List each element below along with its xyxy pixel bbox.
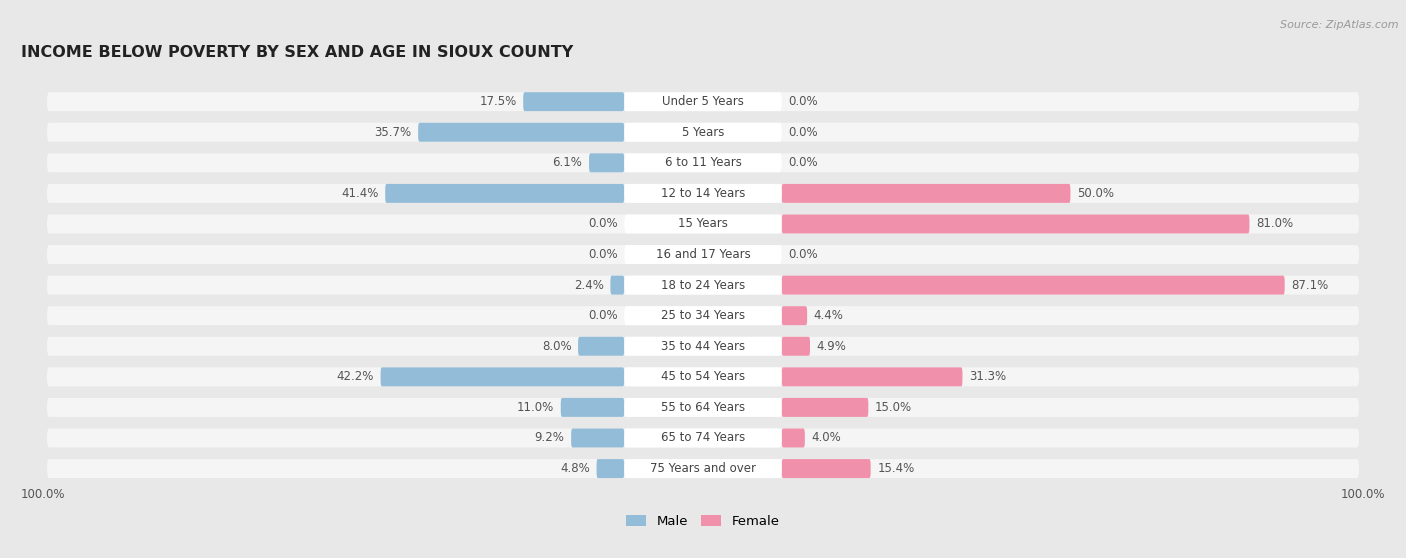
FancyBboxPatch shape	[46, 123, 1360, 142]
Text: 55 to 64 Years: 55 to 64 Years	[661, 401, 745, 414]
FancyBboxPatch shape	[782, 367, 963, 386]
FancyBboxPatch shape	[624, 459, 782, 478]
Text: 6 to 11 Years: 6 to 11 Years	[665, 156, 741, 169]
FancyBboxPatch shape	[385, 184, 624, 203]
Text: 31.3%: 31.3%	[969, 371, 1007, 383]
FancyBboxPatch shape	[624, 184, 782, 203]
FancyBboxPatch shape	[624, 429, 782, 448]
FancyBboxPatch shape	[782, 184, 1070, 203]
Text: 100.0%: 100.0%	[1341, 488, 1385, 501]
Text: 16 and 17 Years: 16 and 17 Years	[655, 248, 751, 261]
Text: 15 Years: 15 Years	[678, 218, 728, 230]
FancyBboxPatch shape	[782, 276, 1285, 295]
Text: 35.7%: 35.7%	[374, 126, 412, 139]
FancyBboxPatch shape	[589, 153, 624, 172]
Text: 87.1%: 87.1%	[1291, 278, 1329, 292]
Text: 11.0%: 11.0%	[517, 401, 554, 414]
FancyBboxPatch shape	[782, 214, 1250, 233]
Text: 35 to 44 Years: 35 to 44 Years	[661, 340, 745, 353]
FancyBboxPatch shape	[46, 184, 1360, 203]
Text: 8.0%: 8.0%	[541, 340, 571, 353]
Text: 9.2%: 9.2%	[534, 431, 565, 445]
FancyBboxPatch shape	[624, 276, 782, 295]
FancyBboxPatch shape	[46, 276, 1360, 295]
Text: 41.4%: 41.4%	[342, 187, 378, 200]
Text: 42.2%: 42.2%	[336, 371, 374, 383]
Text: 0.0%: 0.0%	[588, 309, 617, 322]
Text: 12 to 14 Years: 12 to 14 Years	[661, 187, 745, 200]
Text: Source: ZipAtlas.com: Source: ZipAtlas.com	[1281, 20, 1399, 30]
Text: 4.8%: 4.8%	[560, 462, 591, 475]
Text: 81.0%: 81.0%	[1256, 218, 1294, 230]
Text: 0.0%: 0.0%	[588, 218, 617, 230]
Text: 50.0%: 50.0%	[1077, 187, 1114, 200]
FancyBboxPatch shape	[782, 398, 869, 417]
FancyBboxPatch shape	[782, 459, 870, 478]
FancyBboxPatch shape	[418, 123, 624, 142]
FancyBboxPatch shape	[624, 367, 782, 386]
FancyBboxPatch shape	[610, 276, 624, 295]
FancyBboxPatch shape	[624, 92, 782, 111]
FancyBboxPatch shape	[46, 459, 1360, 478]
Text: 0.0%: 0.0%	[789, 156, 818, 169]
FancyBboxPatch shape	[782, 337, 810, 356]
FancyBboxPatch shape	[624, 214, 782, 233]
FancyBboxPatch shape	[46, 398, 1360, 417]
Text: 15.4%: 15.4%	[877, 462, 914, 475]
FancyBboxPatch shape	[46, 429, 1360, 448]
FancyBboxPatch shape	[46, 306, 1360, 325]
FancyBboxPatch shape	[782, 429, 804, 448]
Text: 4.4%: 4.4%	[814, 309, 844, 322]
FancyBboxPatch shape	[561, 398, 624, 417]
Text: 45 to 54 Years: 45 to 54 Years	[661, 371, 745, 383]
Text: INCOME BELOW POVERTY BY SEX AND AGE IN SIOUX COUNTY: INCOME BELOW POVERTY BY SEX AND AGE IN S…	[21, 45, 572, 60]
FancyBboxPatch shape	[624, 398, 782, 417]
Legend: Male, Female: Male, Female	[621, 510, 785, 533]
FancyBboxPatch shape	[46, 337, 1360, 356]
Text: 0.0%: 0.0%	[789, 95, 818, 108]
FancyBboxPatch shape	[624, 153, 782, 172]
Text: 0.0%: 0.0%	[789, 126, 818, 139]
FancyBboxPatch shape	[782, 306, 807, 325]
Text: 65 to 74 Years: 65 to 74 Years	[661, 431, 745, 445]
FancyBboxPatch shape	[624, 123, 782, 142]
Text: 17.5%: 17.5%	[479, 95, 516, 108]
FancyBboxPatch shape	[46, 214, 1360, 233]
FancyBboxPatch shape	[624, 337, 782, 356]
Text: 15.0%: 15.0%	[875, 401, 912, 414]
Text: 100.0%: 100.0%	[21, 488, 65, 501]
Text: 5 Years: 5 Years	[682, 126, 724, 139]
FancyBboxPatch shape	[578, 337, 624, 356]
Text: 18 to 24 Years: 18 to 24 Years	[661, 278, 745, 292]
Text: 2.4%: 2.4%	[574, 278, 603, 292]
Text: 6.1%: 6.1%	[553, 156, 582, 169]
FancyBboxPatch shape	[624, 306, 782, 325]
Text: 0.0%: 0.0%	[588, 248, 617, 261]
FancyBboxPatch shape	[381, 367, 624, 386]
FancyBboxPatch shape	[46, 153, 1360, 172]
Text: 75 Years and over: 75 Years and over	[650, 462, 756, 475]
FancyBboxPatch shape	[571, 429, 624, 448]
FancyBboxPatch shape	[46, 92, 1360, 111]
Text: Under 5 Years: Under 5 Years	[662, 95, 744, 108]
Text: 25 to 34 Years: 25 to 34 Years	[661, 309, 745, 322]
FancyBboxPatch shape	[624, 245, 782, 264]
FancyBboxPatch shape	[46, 245, 1360, 264]
FancyBboxPatch shape	[46, 367, 1360, 386]
Text: 4.9%: 4.9%	[817, 340, 846, 353]
Text: 0.0%: 0.0%	[789, 248, 818, 261]
Text: 4.0%: 4.0%	[811, 431, 841, 445]
FancyBboxPatch shape	[596, 459, 624, 478]
FancyBboxPatch shape	[523, 92, 624, 111]
